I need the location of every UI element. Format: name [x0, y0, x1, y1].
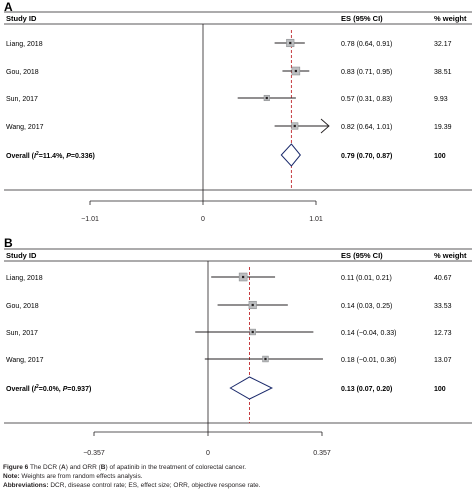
caption-figure-label: Figure 6 — [3, 464, 29, 471]
x-tick-label: −0.357 — [83, 450, 105, 457]
panel-a: A Study ID ES (95% CI) % weight Liang, 2… — [4, 0, 472, 223]
point-estimate — [251, 303, 254, 307]
panel-a-study-label: Liang, 2018 — [6, 41, 43, 48]
panel-b-study-weight: 13.07 — [434, 357, 452, 364]
panel-a-study-es: 0.82 (0.64, 1.01) — [341, 124, 392, 131]
panel-b-study-weight: 40.67 — [434, 275, 452, 282]
overall-label-p: P — [66, 153, 71, 160]
panel-b-study-weight: 12.73 — [434, 330, 452, 337]
panel-b-overall-es: 0.13 (0.07, 0.20) — [341, 386, 392, 393]
panel-b-header-weight: % weight — [434, 251, 467, 260]
panel-a-study-es: 0.78 (0.64, 0.91) — [341, 41, 392, 48]
point-estimate — [264, 357, 267, 361]
x-tick-label: 0.357 — [313, 450, 331, 457]
panel-a-study-es: 0.57 (0.31, 0.83) — [341, 96, 392, 103]
overall-label-p: P — [63, 386, 68, 393]
overall-label-end: =0.336) — [71, 153, 95, 160]
panel-a-study-weight: 32.17 — [434, 41, 452, 48]
panel-a-study-es: 0.83 (0.71, 0.95) — [341, 69, 392, 76]
panel-b-study-weight: 33.53 — [434, 303, 452, 310]
panel-a-header-weight: % weight — [434, 14, 467, 23]
panel-b-header-study-id: Study ID — [6, 251, 37, 260]
caption-note-label: Note: — [3, 473, 20, 480]
point-estimate — [289, 41, 292, 45]
overall-label-prefix: Overall ( — [6, 386, 35, 393]
panel-a-study-weight: 9.93 — [434, 96, 448, 103]
figure-abbreviations: Abbreviations: DCR, disease control rate… — [3, 482, 260, 491]
x-tick-label: 0 — [201, 216, 205, 223]
panel-b-study-es: 0.14 (−0.04, 0.33) — [341, 330, 396, 337]
panel-a-overall-weight: 100 — [434, 153, 446, 160]
point-estimate — [294, 69, 297, 73]
caption-figure-b: B — [100, 464, 106, 471]
overall-diamond — [229, 376, 273, 400]
caption-figure-a: A — [61, 464, 66, 471]
overall-label-mid: =0.0%, — [39, 386, 63, 393]
caption-abbr-label: Abbreviations: — [3, 482, 49, 489]
overall-label-prefix: Overall ( — [6, 153, 35, 160]
panel-a-study-weight: 19.39 — [434, 124, 452, 131]
panel-a-header-study-id: Study ID — [6, 14, 37, 23]
panel-b-study-es: 0.18 (−0.01, 0.36) — [341, 357, 396, 364]
overall-label-i: I — [34, 386, 37, 393]
x-tick-label: −1.01 — [81, 216, 99, 223]
point-estimate — [251, 330, 254, 334]
overall-label-sq: 2 — [36, 151, 39, 157]
caption-figure-mid: ) and ORR ( — [65, 464, 101, 471]
panel-b-overall-label: Overall (I2=0.0%, P=0.937) — [6, 384, 91, 393]
x-tick-label: 1.01 — [309, 216, 323, 223]
figure-caption: Figure 6 The DCR (A) and ORR (B) of apat… — [3, 464, 246, 473]
point-estimate — [265, 96, 268, 100]
panel-a-study-weight: 38.51 — [434, 69, 452, 76]
panel-a-study-label: Wang, 2017 — [6, 124, 44, 131]
panel-b-letter: B — [4, 236, 13, 250]
panel-a-header-es: ES (95% CI) — [341, 14, 383, 23]
panel-b-study-label: Sun, 2017 — [6, 330, 38, 337]
overall-label-i: I — [34, 153, 37, 160]
panel-a-study-label: Gou, 2018 — [6, 69, 39, 76]
ci-arrow — [320, 118, 330, 134]
panel-a-overall-es: 0.79 (0.70, 0.87) — [341, 153, 392, 160]
overall-label-mid: =11.4%, — [39, 153, 66, 160]
panel-a-letter: A — [4, 0, 13, 14]
panel-b-study-es: 0.14 (0.03, 0.25) — [341, 303, 392, 310]
overall-label-sq: 2 — [36, 384, 39, 390]
panel-b-header-es: ES (95% CI) — [341, 251, 383, 260]
panel-b-study-label: Gou, 2018 — [6, 303, 39, 310]
overall-label-end: =0.937) — [67, 386, 91, 393]
panel-a-plot-area: −1.01 0 1.01 — [81, 24, 330, 223]
figure-note: Note: Weights are from random effects an… — [3, 473, 143, 482]
x-tick-label: 0 — [206, 450, 210, 457]
panel-a-overall-label: Overall (I2=11.4%, P=0.336) — [6, 151, 95, 160]
panel-a-study-label: Sun, 2017 — [6, 96, 38, 103]
panel-b-plot-area: −0.357 0 0.357 — [83, 261, 331, 457]
point-estimate — [293, 124, 296, 128]
overall-diamond — [280, 143, 301, 167]
caption-note-text: Weights are from random effects analysis… — [19, 473, 143, 480]
caption-figure-text: The DCR ( — [28, 464, 62, 471]
panel-b-study-es: 0.11 (0.01, 0.21) — [341, 275, 392, 282]
panel-b: B Study ID ES (95% CI) % weight Liang, 2… — [4, 236, 472, 457]
panel-b-study-label: Liang, 2018 — [6, 275, 43, 282]
caption-figure-end: ) of apatinib in the treatment of colore… — [105, 464, 247, 471]
caption-abbr-text: DCR, disease control rate; ES, effect si… — [48, 482, 261, 489]
panel-b-overall-weight: 100 — [434, 386, 446, 393]
panel-b-study-label: Wang, 2017 — [6, 357, 44, 364]
point-estimate — [242, 275, 245, 279]
